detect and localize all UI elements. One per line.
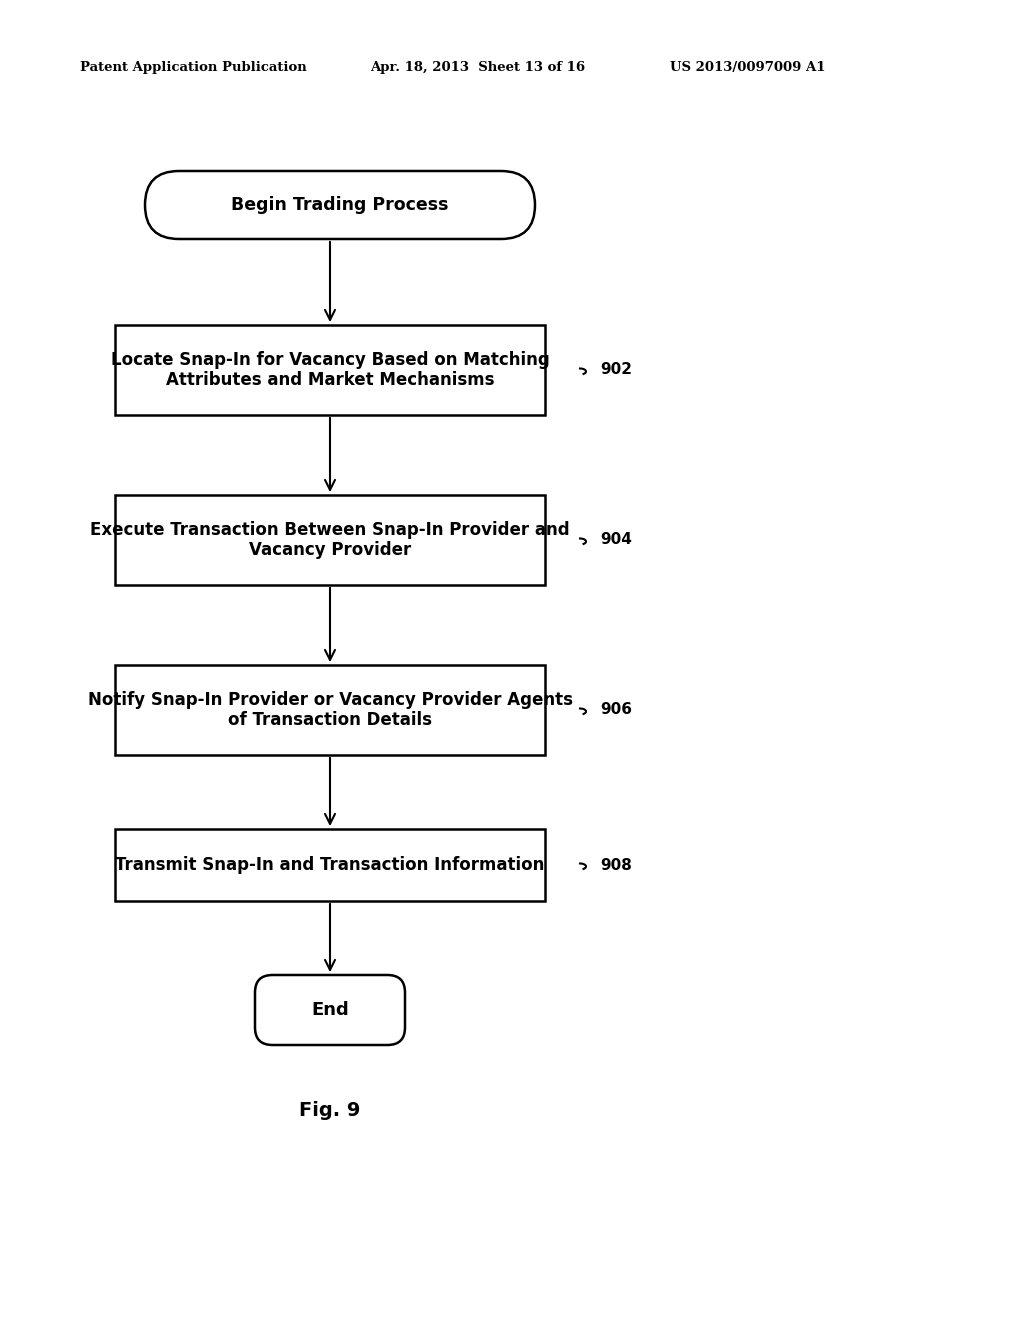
Text: US 2013/0097009 A1: US 2013/0097009 A1 [670,62,825,74]
Text: 904: 904 [600,532,632,548]
Text: 902: 902 [600,363,632,378]
Bar [115,325,545,414]
Text: Fig. 9: Fig. 9 [299,1101,360,1119]
Text: Notify Snap-In Provider or Vacancy Provider Agents
of Transaction Details: Notify Snap-In Provider or Vacancy Provi… [87,690,572,730]
Text: 908: 908 [600,858,632,873]
Text: Execute Transaction Between Snap-In Provider and
Vacancy Provider: Execute Transaction Between Snap-In Prov… [90,520,569,560]
Bar [115,495,545,585]
Text: Transmit Snap-In and Transaction Information: Transmit Snap-In and Transaction Informa… [116,855,545,874]
Text: Patent Application Publication: Patent Application Publication [80,62,307,74]
Text: End: End [311,1001,349,1019]
Text: 906: 906 [600,702,632,718]
Text: Locate Snap-In for Vacancy Based on Matching
Attributes and Market Mechanisms: Locate Snap-In for Vacancy Based on Matc… [111,351,549,389]
Bar [115,829,545,902]
Bar [115,665,545,755]
FancyBboxPatch shape [255,975,406,1045]
Text: Begin Trading Process: Begin Trading Process [231,195,449,214]
Text: Apr. 18, 2013  Sheet 13 of 16: Apr. 18, 2013 Sheet 13 of 16 [370,62,585,74]
FancyBboxPatch shape [145,172,535,239]
